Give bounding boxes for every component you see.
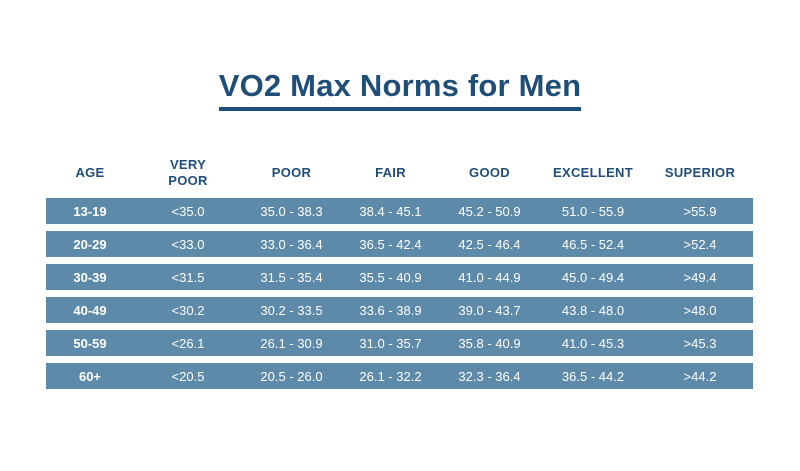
table-cell: >55.9 [683,203,717,219]
table-cell: 41.0 - 45.3 [561,335,625,351]
table-row: 40-49 <30.2 30.2 - 33.5 33.6 - 38.9 39.0… [46,297,753,323]
age-cell: 50-59 [73,335,107,351]
table-row: 13-19 <35.0 35.0 - 38.3 38.4 - 45.1 45.2… [46,198,753,224]
table-cell: 41.0 - 44.9 [458,269,521,285]
table-cell: 36.5 - 44.2 [561,368,625,384]
table-cell: <31.5 [171,269,205,285]
age-cell: 20-29 [73,236,107,252]
table-cell: 43.8 - 48.0 [561,302,625,318]
table-cell: 45.2 - 50.9 [458,203,521,219]
table-cell: 45.0 - 49.4 [561,269,625,285]
table-cell: 35.8 - 40.9 [458,335,521,351]
table-cell: 32.3 - 36.4 [458,368,521,384]
table-cell: 51.0 - 55.9 [561,203,625,219]
table-cell: <26.1 [171,335,205,351]
table-cell: <30.2 [171,302,205,318]
table-cell: 20.5 - 26.0 [260,368,323,384]
table-cell: 39.0 - 43.7 [458,302,521,318]
table-cell: 36.5 - 42.4 [359,236,422,252]
age-cell: 60+ [78,368,102,384]
table-cell: 42.5 - 46.4 [458,236,521,252]
age-cell: 13-19 [73,203,107,219]
table-row: 30-39 <31.5 31.5 - 35.4 35.5 - 40.9 41.0… [46,264,753,290]
header-superior: SUPERIOR [664,165,736,180]
table-cell: >48.0 [683,302,717,318]
header-fair: FAIR [375,165,406,180]
table-cell: <33.0 [171,236,205,252]
table-row: 20-29 <33.0 33.0 - 36.4 36.5 - 42.4 42.5… [46,231,753,257]
age-cell: 30-39 [73,269,107,285]
table-cell: 31.0 - 35.7 [359,335,422,351]
table-cell: <20.5 [171,368,205,384]
table-cell: 46.5 - 52.4 [561,236,625,252]
table-cell: 33.6 - 38.9 [359,302,422,318]
table-cell: >52.4 [683,236,717,252]
header-age: AGE [75,165,105,180]
table-cell: 26.1 - 32.2 [359,368,422,384]
table-cell: 38.4 - 45.1 [359,203,422,219]
table-cell: >49.4 [683,269,717,285]
page-title: VO2 Max Norms for Men [218,68,582,111]
vo2-norms-table: AGE VERY POOR POOR FAIR GOOD EXCELLENT S… [46,152,753,389]
table-cell: 35.5 - 40.9 [359,269,422,285]
page-title-container: VO2 Max Norms for Men [0,68,800,111]
table-cell: 26.1 - 30.9 [260,335,323,351]
table-cell: 35.0 - 38.3 [260,203,323,219]
table-row: 60+ <20.5 20.5 - 26.0 26.1 - 32.2 32.3 -… [46,363,753,389]
table-row: 50-59 <26.1 26.1 - 30.9 31.0 - 35.7 35.8… [46,330,753,356]
header-good: GOOD [469,165,510,180]
header-poor: POOR [271,165,312,180]
header-very-poor: VERY POOR [168,157,208,188]
table-cell: 30.2 - 33.5 [260,302,323,318]
table-cell: >45.3 [683,335,717,351]
table-cell: <35.0 [171,203,205,219]
age-cell: 40-49 [73,302,107,318]
header-excellent: EXCELLENT [553,165,633,180]
table-cell: 33.0 - 36.4 [260,236,323,252]
table-header-row: AGE VERY POOR POOR FAIR GOOD EXCELLENT S… [46,152,753,194]
table-cell: >44.2 [683,368,717,384]
table-cell: 31.5 - 35.4 [260,269,323,285]
